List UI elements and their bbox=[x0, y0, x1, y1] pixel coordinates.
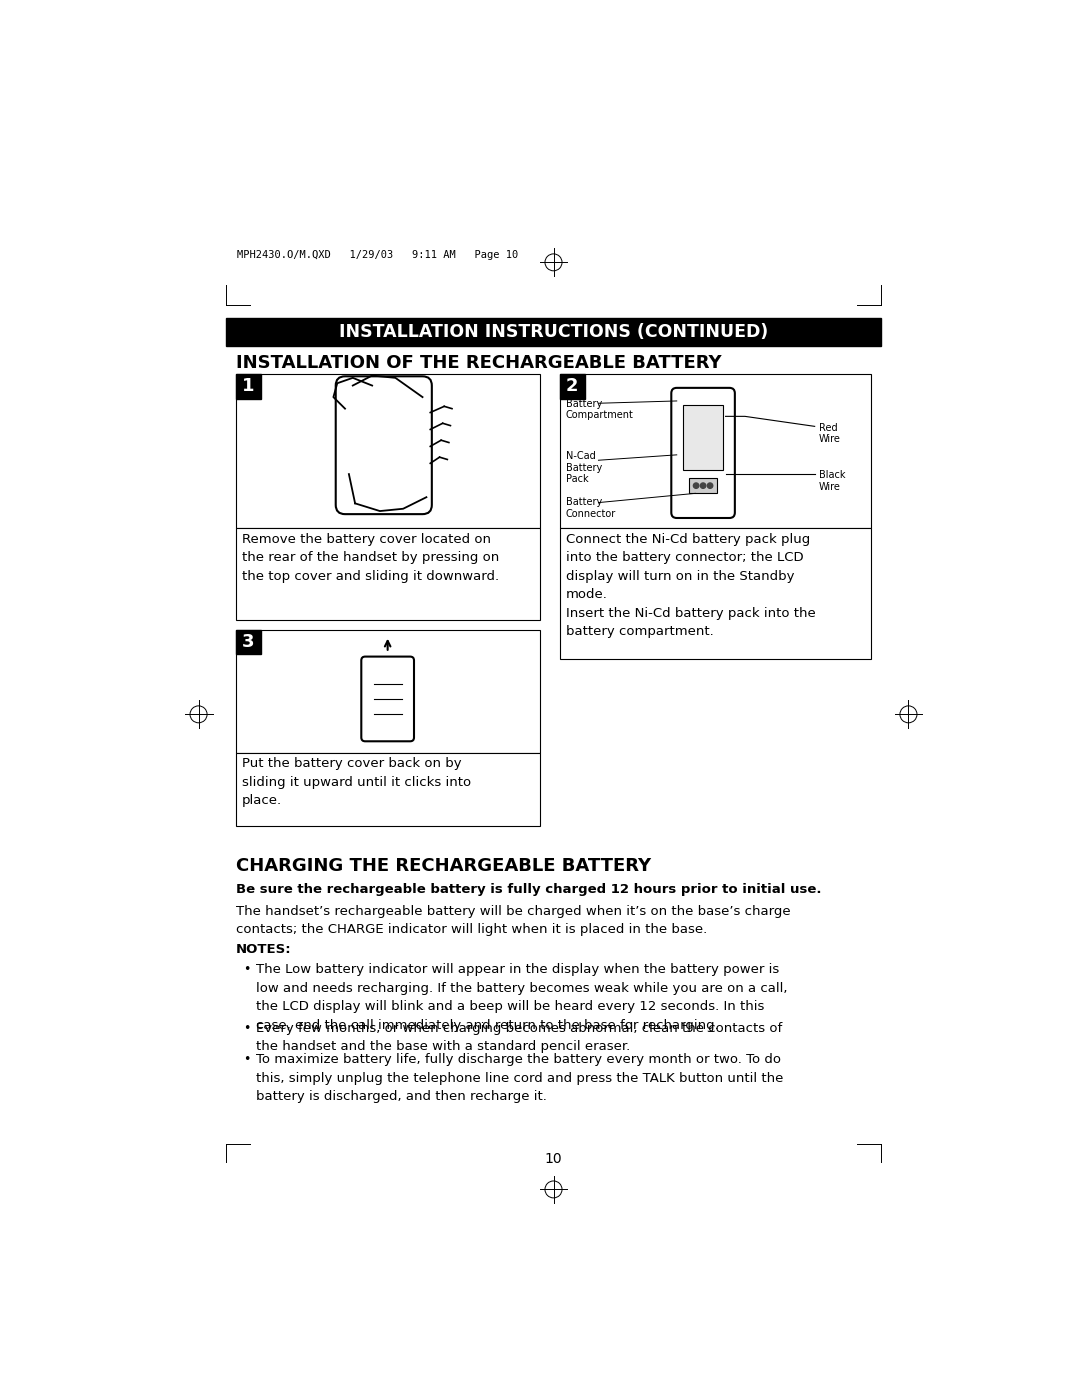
Circle shape bbox=[707, 483, 713, 489]
Bar bbox=[227, 317, 880, 345]
Text: MPH2430.O/M.QXD   1/29/03   9:11 AM   Page 10: MPH2430.O/M.QXD 1/29/03 9:11 AM Page 10 bbox=[237, 250, 517, 260]
Text: INSTALLATION OF THE RECHARGEABLE BATTERY: INSTALLATION OF THE RECHARGEABLE BATTERY bbox=[235, 353, 721, 372]
Text: NOTES:: NOTES: bbox=[235, 943, 292, 956]
Bar bbox=[559, 528, 872, 659]
Bar bbox=[559, 374, 872, 528]
Text: Battery
Compartment: Battery Compartment bbox=[566, 398, 634, 420]
Text: 10: 10 bbox=[544, 1151, 563, 1165]
FancyBboxPatch shape bbox=[362, 657, 414, 742]
Text: Put the battery cover back on by
sliding it upward until it clicks into
place.: Put the battery cover back on by sliding… bbox=[242, 757, 471, 807]
Text: •: • bbox=[243, 963, 251, 977]
Bar bbox=[235, 630, 260, 654]
Text: Connect the Ni-Cd battery pack plug
into the battery connector; the LCD
display : Connect the Ni-Cd battery pack plug into… bbox=[566, 532, 815, 638]
Text: The handset’s rechargeable battery will be charged when it’s on the base’s charg: The handset’s rechargeable battery will … bbox=[235, 904, 791, 936]
Text: Red
Wire: Red Wire bbox=[819, 422, 840, 444]
Circle shape bbox=[693, 483, 699, 489]
Text: Be sure the rechargeable battery is fully charged 12 hours prior to initial use.: Be sure the rechargeable battery is full… bbox=[235, 883, 821, 895]
Text: CHARGING THE RECHARGEABLE BATTERY: CHARGING THE RECHARGEABLE BATTERY bbox=[235, 856, 651, 875]
Text: To maximize battery life, fully discharge the battery every month or two. To do
: To maximize battery life, fully discharg… bbox=[256, 1053, 783, 1104]
FancyBboxPatch shape bbox=[672, 388, 734, 518]
Bar bbox=[235, 528, 540, 620]
Bar bbox=[559, 374, 584, 398]
Text: N-Cad
Battery
Pack: N-Cad Battery Pack bbox=[566, 451, 603, 485]
Text: Every few months, or when charging becomes abnormal, clean the contacts of
the h: Every few months, or when charging becom… bbox=[256, 1021, 782, 1053]
FancyBboxPatch shape bbox=[336, 376, 432, 514]
Text: 3: 3 bbox=[242, 633, 255, 651]
Text: The Low battery indicator will appear in the display when the battery power is
l: The Low battery indicator will appear in… bbox=[256, 963, 787, 1031]
Text: Battery
Connector: Battery Connector bbox=[566, 497, 617, 518]
Bar bbox=[235, 374, 540, 528]
Text: 1: 1 bbox=[242, 377, 255, 395]
Text: •: • bbox=[243, 1021, 251, 1035]
Bar bbox=[689, 478, 717, 493]
Text: INSTALLATION INSTRUCTIONS (CONTINUED): INSTALLATION INSTRUCTIONS (CONTINUED) bbox=[339, 323, 768, 341]
Text: Black
Wire: Black Wire bbox=[819, 471, 845, 492]
Bar bbox=[235, 753, 540, 826]
Bar bbox=[235, 374, 260, 398]
Text: 2: 2 bbox=[566, 377, 579, 395]
Bar bbox=[683, 405, 724, 471]
Bar bbox=[235, 630, 540, 753]
Text: •: • bbox=[243, 1053, 251, 1066]
Circle shape bbox=[700, 483, 706, 489]
Text: Remove the battery cover located on
the rear of the handset by pressing on
the t: Remove the battery cover located on the … bbox=[242, 532, 499, 583]
